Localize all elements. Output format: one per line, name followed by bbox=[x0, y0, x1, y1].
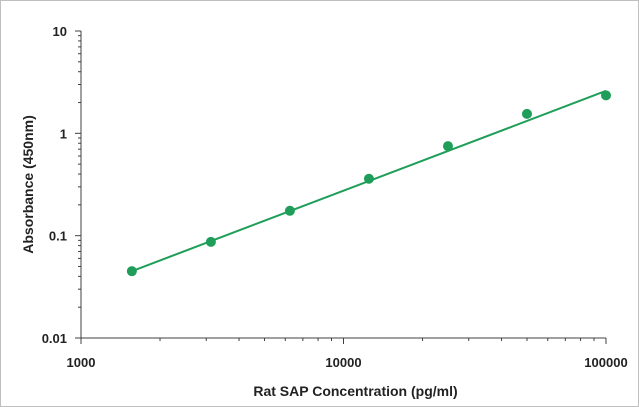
y-tick-label: 0.01 bbox=[42, 331, 67, 346]
data-point bbox=[205, 236, 216, 247]
y-axis-title: Absorbance (450nm) bbox=[20, 115, 36, 253]
data-point bbox=[363, 173, 374, 184]
data-points bbox=[126, 90, 611, 277]
data-point bbox=[284, 205, 295, 216]
y-tick-label: 0.1 bbox=[49, 229, 67, 244]
data-point bbox=[521, 108, 532, 119]
y-tick-label: 10 bbox=[53, 24, 67, 39]
x-tick-label: 100000 bbox=[584, 355, 627, 370]
data-point bbox=[126, 266, 137, 277]
x-tick-label: 1000 bbox=[67, 355, 96, 370]
axes bbox=[80, 31, 606, 339]
y-tick-label: 1 bbox=[60, 126, 67, 141]
tick-marks bbox=[75, 30, 607, 344]
tick-labels: 0.01 0.1 1 10 1000 10000 100000 bbox=[42, 24, 628, 370]
data-point bbox=[601, 90, 611, 101]
x-axis-title: Rat SAP Concentration (pg/ml) bbox=[253, 383, 457, 399]
data-point bbox=[442, 141, 453, 152]
x-tick-label: 10000 bbox=[325, 355, 361, 370]
